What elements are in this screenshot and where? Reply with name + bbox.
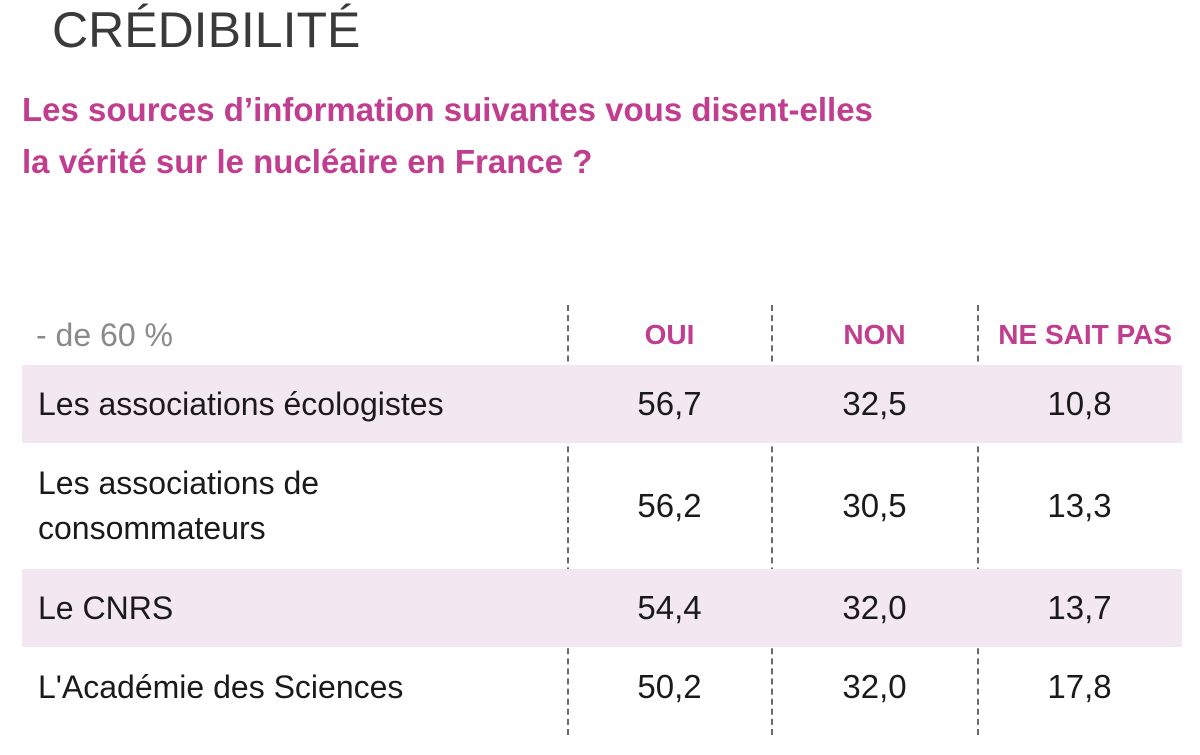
value-non: 32,5	[842, 385, 907, 422]
value-ne-sait-pas: 13,7	[1047, 589, 1112, 626]
column-divider-ne-sait-pas	[977, 305, 979, 735]
value-ne-sait-pas: 17,8	[1047, 668, 1112, 705]
table-header-row: - de 60 % OUI NON NE SAIT PAS	[22, 305, 1182, 365]
column-divider-non	[771, 305, 773, 735]
value-ne-sait-pas: 13,3	[1047, 487, 1112, 524]
column-header-ne-sait-pas: NE SAIT PAS	[998, 319, 1172, 350]
table-row: Les associations écologistes 56,7 32,5 1…	[22, 365, 1182, 443]
source-label: Les associations écologistes	[38, 385, 444, 422]
source-label: Le CNRS	[38, 589, 174, 626]
table-row: Les associations de consommateurs 56,2 3…	[22, 443, 1182, 569]
survey-question-line-1: Les sources d’information suivantes vous…	[22, 91, 873, 128]
table-row: L'Académie des Sciences 50,2 32,0 17,8	[22, 647, 1182, 727]
value-non: 30,5	[842, 487, 907, 524]
value-oui: 50,2	[637, 668, 702, 705]
column-header-non: NON	[843, 319, 906, 350]
column-header-oui: OUI	[644, 319, 695, 350]
value-non: 32,0	[842, 668, 907, 705]
age-group-header: - de 60 %	[36, 316, 173, 353]
source-label-line-2: consommateurs	[38, 510, 266, 546]
source-label: L'Académie des Sciences	[38, 668, 404, 705]
value-oui: 54,4	[637, 589, 702, 626]
value-non: 32,0	[842, 589, 907, 626]
credibility-table: - de 60 % OUI NON NE SAIT PAS Les associ…	[22, 305, 1182, 735]
value-ne-sait-pas: 10,8	[1047, 385, 1112, 422]
source-label: Les associations de consommateurs	[22, 461, 567, 551]
survey-question: Les sources d’information suivantes vous…	[22, 84, 1122, 188]
value-oui: 56,2	[637, 487, 702, 524]
survey-question-line-2: la vérité sur le nucléaire en France ?	[22, 143, 593, 180]
page-title: CRÉDIBILITÉ	[52, 2, 361, 58]
source-label-line-1: Les associations de	[38, 465, 320, 501]
column-divider-oui	[567, 305, 569, 735]
value-oui: 56,7	[637, 385, 702, 422]
table-row: Le CNRS 54,4 32,0 13,7	[22, 569, 1182, 647]
